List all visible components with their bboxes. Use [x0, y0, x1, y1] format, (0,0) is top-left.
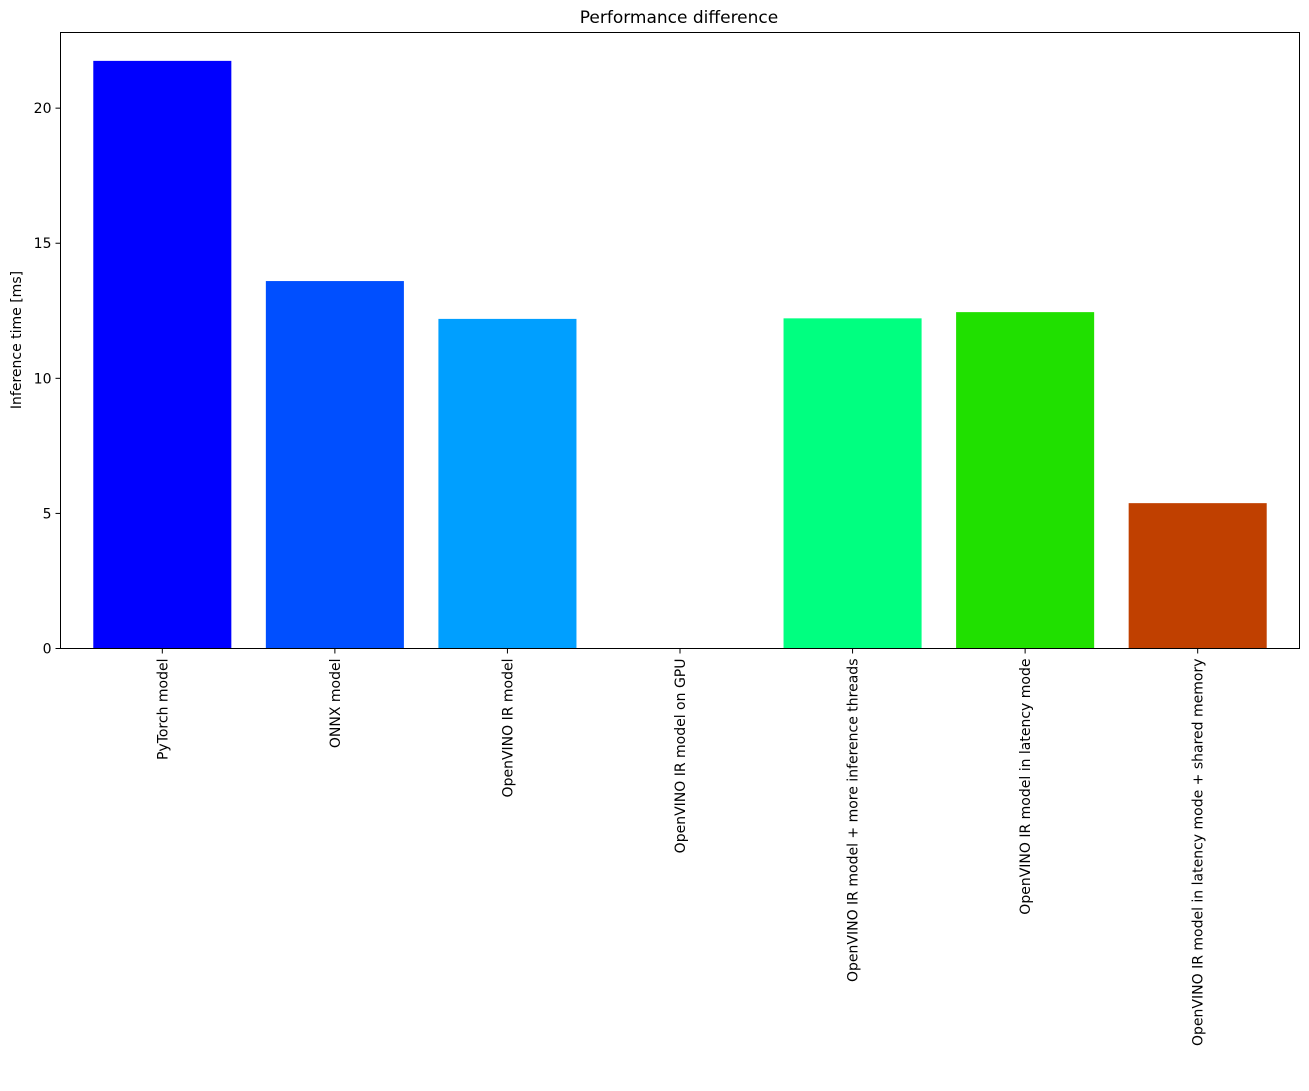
x-tick-label-3: OpenVINO IR model on GPU [673, 659, 689, 854]
x-tick-label-6: OpenVINO IR model in latency mode + shar… [1191, 659, 1207, 1046]
bar-0 [93, 60, 232, 649]
bar-5 [956, 312, 1095, 649]
x-tick-label-5: OpenVINO IR model in latency mode [1018, 659, 1034, 915]
plot-frame [60, 32, 1300, 649]
bar-1 [265, 281, 404, 649]
chart-title: Performance difference [580, 8, 778, 28]
bar-6 [1128, 503, 1267, 649]
x-tick-label-2: OpenVINO IR model [500, 659, 516, 798]
x-tick-label-0: PyTorch model [155, 659, 171, 761]
y-tick-label-1: 5 [43, 506, 52, 522]
bar-4 [783, 318, 922, 649]
x-tick-label-4: OpenVINO IR model + more inference threa… [846, 659, 862, 982]
x-axis: PyTorch model ONNX model OpenVINO IR model… [155, 648, 1207, 1046]
x-tick-label-1: ONNX model [328, 659, 344, 749]
y-tick-label-4: 20 [34, 101, 52, 117]
bar-2 [438, 318, 577, 649]
y-tick-label-0: 0 [43, 642, 52, 658]
y-axis: 0 5 10 15 20 [34, 101, 61, 658]
bars-group [93, 60, 1267, 649]
y-axis-label: Inference time [ms] [9, 271, 25, 409]
y-tick-label-3: 15 [34, 236, 52, 252]
y-tick-label-2: 10 [34, 371, 52, 387]
